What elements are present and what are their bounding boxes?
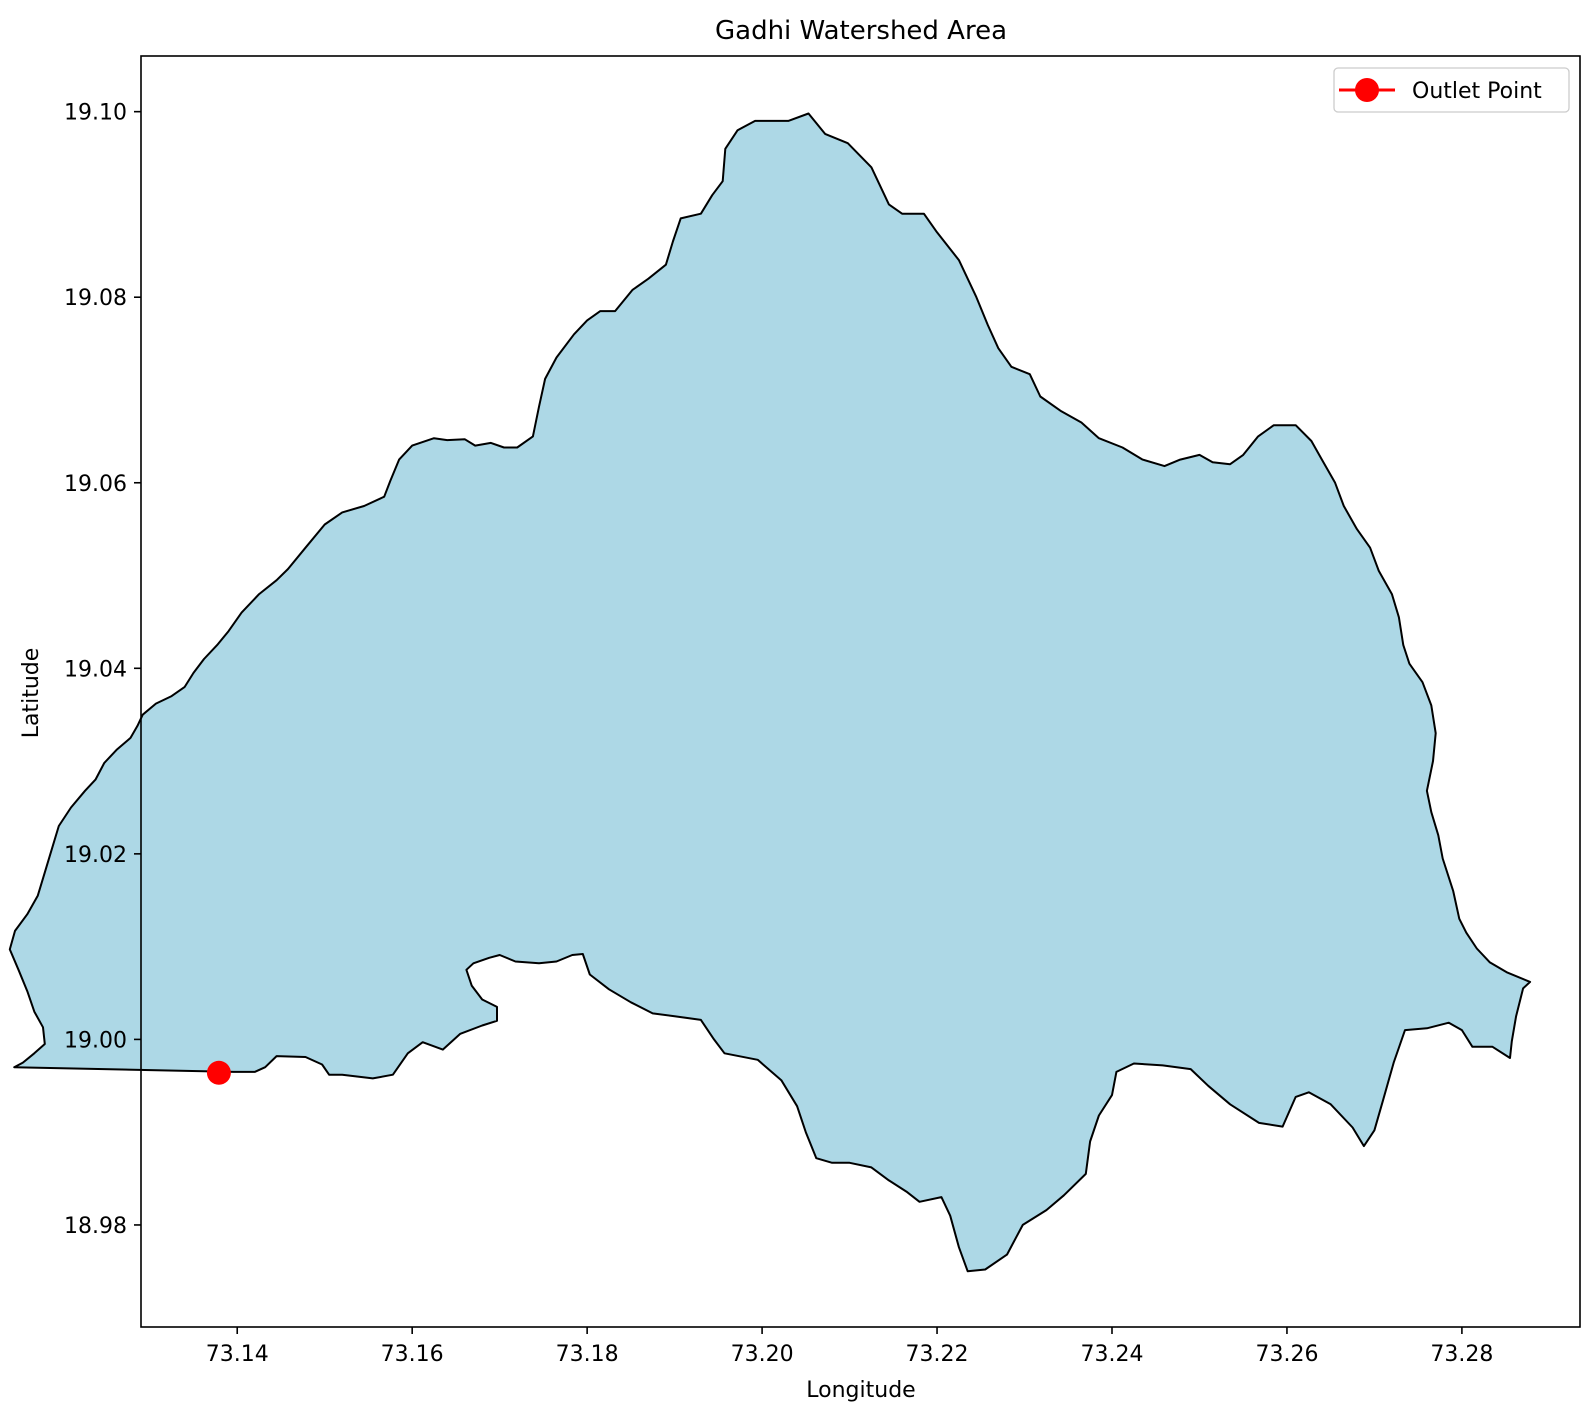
y-tick-label: 19.08 <box>64 286 127 311</box>
y-tick-label: 19.00 <box>64 1028 127 1053</box>
y-tick-label: 19.04 <box>64 657 127 682</box>
x-axis-ticks: 73.14 73.16 73.18 73.20 73.22 73.24 73.26 73.28 <box>206 1327 1493 1367</box>
x-tick-label: 73.20 <box>731 1342 794 1367</box>
legend: Outlet Point <box>1333 67 1570 113</box>
y-axis-ticks: 18.98 19.00 19.02 19.04 19.06 19.08 19.10 <box>64 101 141 1239</box>
x-axis-label: Longitude <box>806 1378 915 1403</box>
y-tick-label: 19.06 <box>64 472 127 497</box>
plot-area <box>8 112 1532 1273</box>
x-tick-label: 73.16 <box>381 1342 444 1367</box>
x-tick-label: 73.18 <box>556 1342 619 1367</box>
outlet-point-marker <box>206 1060 231 1085</box>
x-tick-label: 73.28 <box>1430 1342 1493 1367</box>
legend-box <box>1333 67 1570 113</box>
x-tick-label: 73.22 <box>906 1342 969 1367</box>
watershed-polygon <box>8 112 1532 1273</box>
legend-marker-point <box>1355 78 1379 102</box>
y-tick-label: 19.10 <box>64 101 127 126</box>
x-tick-label: 73.14 <box>206 1342 269 1367</box>
axes-frame <box>140 55 1581 1328</box>
x-tick-label: 73.24 <box>1081 1342 1144 1367</box>
y-axis-label: Latitude <box>19 648 44 739</box>
y-tick-label: 19.02 <box>64 843 127 868</box>
legend-entry-outlet-point: Outlet Point <box>1412 79 1542 104</box>
x-tick-label: 73.26 <box>1255 1342 1318 1367</box>
chart-title: Gadhi Watershed Area <box>715 16 1007 46</box>
y-tick-label: 18.98 <box>64 1214 127 1239</box>
